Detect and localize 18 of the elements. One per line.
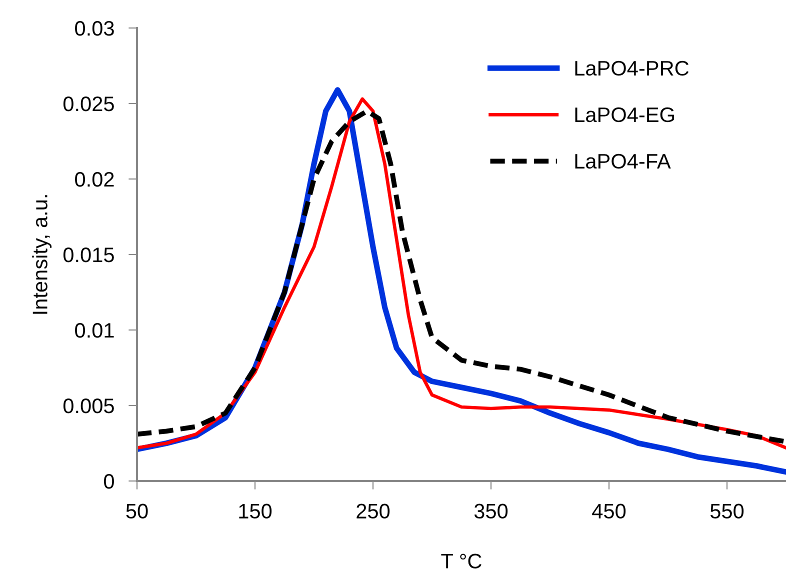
x-tick-label: 550 — [710, 504, 744, 519]
y-tick-label: 0 — [104, 474, 114, 489]
legend-label: LaPO4-EG — [575, 107, 674, 122]
x-tick-label: 350 — [474, 504, 508, 519]
x-tick-label: 450 — [592, 504, 626, 519]
y-tick-label: 0.01 — [75, 323, 114, 338]
y-tick-label: 0.03 — [75, 21, 114, 36]
x-tick-label: 150 — [239, 504, 272, 519]
legend-label: LaPO4-FA — [575, 154, 671, 169]
y-axis-title: Intensity, a.u. — [32, 195, 52, 314]
y-tick-label: 0.025 — [63, 96, 114, 112]
x-tick-label: 50 — [126, 504, 148, 519]
y-tick-label: 0.02 — [75, 172, 114, 187]
x-axis-title: T °C — [441, 554, 482, 568]
x-tick-label: 250 — [356, 504, 390, 519]
y-tick-label: 0.005 — [63, 398, 114, 414]
y-tick-label: 0.015 — [63, 248, 114, 262]
legend-label: LaPO4-PRC — [575, 60, 689, 76]
